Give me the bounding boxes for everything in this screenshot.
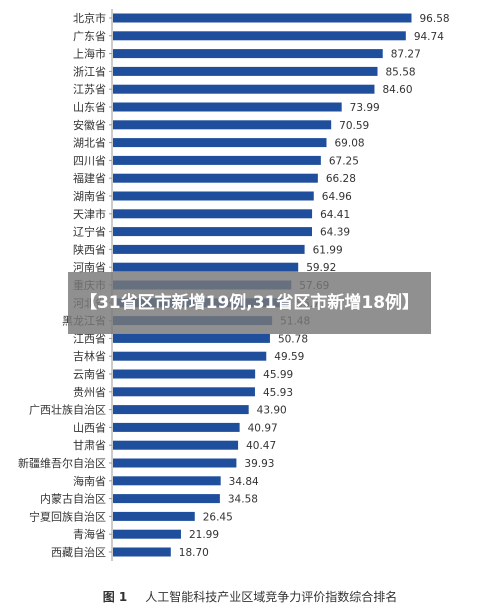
banner-text: 【31省区市新增19例,31省区市新增18例】 (79, 293, 420, 313)
value-label: 69.08 (335, 138, 365, 150)
category-label: 福建省 (73, 171, 106, 185)
value-label: 40.47 (246, 440, 276, 452)
bar (113, 262, 299, 272)
bar (113, 529, 181, 539)
bar (113, 155, 321, 165)
category-label: 山东省 (73, 101, 106, 114)
category-label: 西藏自治区 (51, 545, 106, 559)
value-label: 49.59 (274, 351, 304, 363)
bar (113, 440, 239, 450)
bar (113, 351, 267, 361)
category-label: 湖南省 (73, 190, 106, 203)
bar (113, 13, 412, 23)
value-label: 45.99 (263, 369, 293, 381)
bar (113, 405, 249, 415)
value-label: 73.99 (350, 102, 380, 114)
value-label: 85.58 (386, 66, 416, 78)
bar (113, 227, 313, 237)
category-label: 宁夏回族自治区 (29, 509, 106, 523)
bar (113, 547, 171, 557)
bar (113, 333, 270, 343)
value-label: 21.99 (189, 529, 219, 541)
category-label: 陕西省 (73, 242, 106, 256)
bar (113, 209, 313, 219)
category-label: 贵州省 (73, 386, 106, 399)
category-label: 甘肃省 (73, 439, 106, 452)
value-label: 34.58 (228, 494, 258, 506)
bar (113, 191, 314, 201)
value-label: 67.25 (329, 155, 359, 167)
category-label: 河南省 (73, 261, 106, 274)
value-label: 66.28 (326, 173, 356, 185)
bar (113, 369, 256, 379)
figure-number: 图 1 (102, 589, 128, 604)
value-label: 84.60 (382, 84, 412, 96)
bar (113, 244, 305, 254)
bar (113, 476, 221, 486)
category-label: 北京市 (73, 11, 106, 25)
category-label: 海南省 (73, 474, 106, 488)
category-label: 广东省 (73, 30, 106, 43)
value-label: 18.70 (179, 547, 209, 559)
bar (113, 387, 255, 397)
value-label: 87.27 (391, 49, 421, 61)
overlay-banner: 【31省区市新增19例,31省区市新增18例】 (68, 272, 431, 334)
category-label: 江苏省 (73, 83, 106, 96)
category-label: 江西省 (73, 332, 106, 345)
figure-caption: 图 1 人工智能科技产业区域竞争力评价指数综合排名 (0, 586, 500, 606)
category-label: 青海省 (73, 527, 106, 541)
category-label: 内蒙古自治区 (40, 492, 106, 506)
value-label: 61.99 (313, 244, 343, 256)
category-label: 安徽省 (73, 118, 106, 132)
value-label: 34.84 (229, 476, 259, 488)
value-label: 70.59 (339, 120, 369, 132)
category-label: 四川省 (73, 154, 106, 167)
value-label: 45.93 (263, 387, 293, 399)
value-label: 26.45 (203, 511, 233, 523)
bar (113, 422, 240, 432)
bar (113, 120, 332, 130)
value-label: 59.92 (306, 262, 336, 274)
value-label: 50.78 (278, 333, 308, 345)
category-label: 云南省 (73, 368, 106, 381)
bar (113, 138, 327, 148)
bar (113, 494, 220, 504)
value-label: 64.39 (320, 227, 350, 239)
category-label: 吉林省 (73, 349, 106, 363)
bar (113, 173, 318, 183)
value-label: 96.58 (420, 13, 450, 25)
value-label: 64.41 (320, 209, 350, 221)
bar (113, 458, 237, 468)
category-label: 上海市 (73, 47, 106, 61)
category-label: 新疆维吾尔自治区 (18, 456, 106, 470)
category-label: 天津市 (73, 207, 106, 221)
bar (113, 102, 342, 112)
bar (113, 511, 195, 521)
category-label: 浙江省 (73, 65, 106, 78)
bar (113, 84, 375, 94)
value-label: 40.97 (248, 422, 278, 434)
value-label: 43.90 (257, 405, 287, 417)
value-label: 64.96 (322, 191, 352, 203)
bar (113, 66, 378, 76)
figure-caption-text: 人工智能科技产业区域竞争力评价指数综合排名 (145, 589, 398, 604)
category-label: 湖北省 (73, 137, 106, 150)
value-label: 94.74 (414, 31, 444, 43)
category-label: 山西省 (73, 421, 106, 434)
value-label: 39.93 (244, 458, 274, 470)
category-label: 辽宁省 (73, 225, 106, 239)
bar (113, 49, 383, 59)
bar (113, 31, 406, 41)
category-label: 广西壮族自治区 (29, 403, 106, 417)
